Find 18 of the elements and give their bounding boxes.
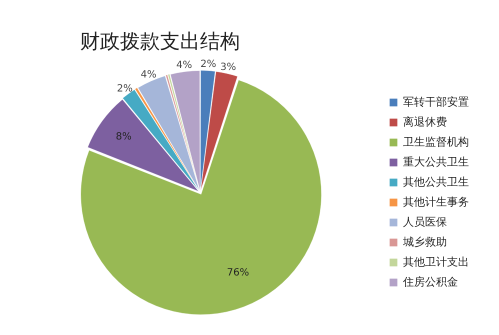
legend-label: 其他公共卫生	[403, 175, 469, 188]
legend-label: 军转干部安置	[403, 95, 469, 108]
chart-title: 财政拨款支出结构	[79, 28, 241, 55]
data-label: 4%	[140, 70, 156, 81]
legend-label: 离退休费	[403, 115, 447, 128]
data-label: 76%	[226, 267, 250, 278]
legend-label: 人员医保	[403, 215, 447, 228]
legend-label: 其他卫计支出	[403, 255, 469, 268]
data-label: 8%	[116, 131, 132, 142]
data-label: 3%	[220, 62, 236, 73]
data-label: 2%	[116, 83, 133, 94]
legend-label: 城乡救助	[402, 235, 447, 248]
data-label: 4%	[176, 60, 192, 71]
data-label: 2%	[200, 58, 216, 70]
legend-label: 重大公共卫生	[403, 155, 469, 168]
legend-label: 其他计生事务	[403, 195, 469, 208]
legend-label: 住房公积金	[403, 275, 458, 288]
legend-label: 卫生监督机构	[403, 135, 469, 148]
